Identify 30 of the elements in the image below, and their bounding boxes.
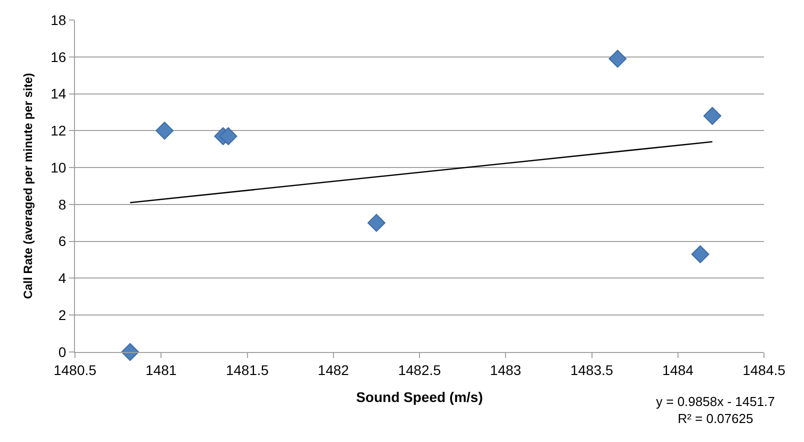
y-axis-title: Call Rate (averaged per minute per site) — [20, 72, 35, 300]
point — [608, 50, 627, 68]
point — [703, 106, 722, 125]
x-tick-label: 1483 — [490, 362, 522, 378]
y-tick-label: 2 — [58, 307, 66, 324]
x-tick-label: 1482 — [318, 362, 350, 378]
x-axis-title: Sound Speed (m/s) — [356, 389, 483, 406]
text: R² = 0.07625 — [678, 410, 754, 426]
point — [121, 343, 140, 361]
y-tick-label: 8 — [58, 196, 66, 212]
y-tick-label: 6 — [58, 233, 66, 250]
text: y = 0.9858x - 1451.7 — [656, 394, 775, 409]
y-tick-label: 18 — [50, 12, 66, 28]
x-tick-label: 1482.5 — [398, 362, 442, 378]
y-tick-label: 16 — [50, 48, 66, 65]
point — [156, 122, 174, 140]
x-tick-label: 1483.5 — [570, 362, 614, 378]
x-tick-label: 1481.5 — [226, 362, 269, 378]
point — [219, 127, 238, 146]
y-tick-label: 0 — [58, 344, 66, 360]
point — [367, 214, 386, 232]
y-tick-label: 10 — [50, 159, 66, 176]
x-tick-label: 1481 — [146, 362, 177, 378]
y-tick-label: 4 — [58, 270, 66, 286]
x-tick-label: 1480.5 — [54, 362, 97, 378]
point — [691, 245, 710, 264]
x-tick-label: 1484 — [662, 362, 694, 378]
x-tick-label: 1484.5 — [742, 362, 786, 378]
y-tick-label: 12 — [50, 122, 66, 139]
y-tick-label: 14 — [50, 86, 66, 102]
